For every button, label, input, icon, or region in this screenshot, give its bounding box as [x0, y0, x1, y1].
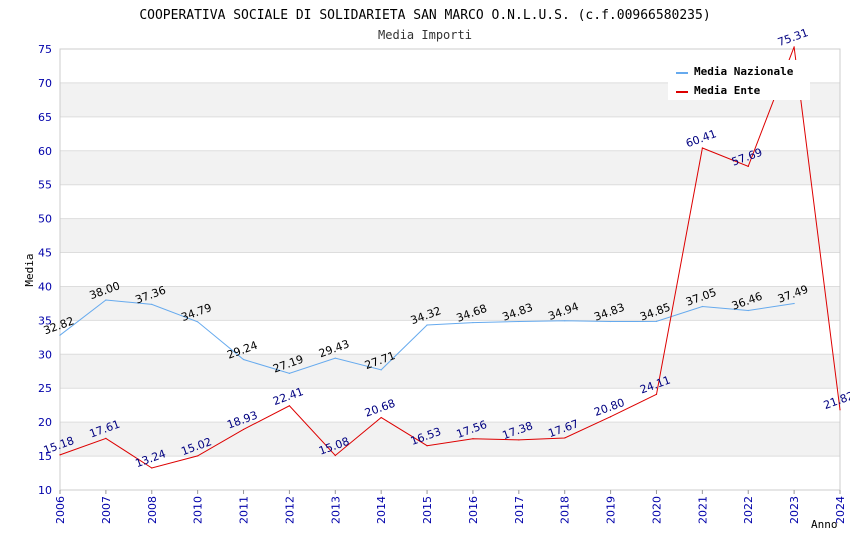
- chart-title: COOPERATIVA SOCIALE DI SOLIDARIETA SAN M…: [139, 8, 710, 23]
- grid-band: [60, 218, 840, 253]
- y-tick-label: 70: [38, 77, 52, 90]
- x-tick-label: 2019: [605, 496, 618, 524]
- x-tick-label: 2014: [375, 496, 388, 524]
- data-point: [518, 439, 520, 441]
- plot-frame: [59, 48, 841, 491]
- x-tick-label: 2008: [146, 496, 159, 524]
- y-tick-label: 25: [38, 382, 52, 395]
- series-layer: [59, 46, 841, 469]
- data-point: [793, 46, 795, 48]
- data-point: [747, 165, 749, 168]
- x-tick-label: 2016: [467, 496, 480, 524]
- x-tick-label: 2013: [329, 496, 342, 524]
- data-point: [242, 358, 245, 361]
- legend-label-media-ente: Media Ente: [694, 84, 761, 97]
- data-point: [701, 305, 703, 308]
- data-label: 20.80: [592, 396, 626, 419]
- gridlines: [60, 48, 840, 491]
- x-tick-label: 2012: [283, 496, 296, 524]
- data-point: [472, 321, 474, 324]
- y-tick-label: 30: [38, 348, 52, 361]
- data-point: [839, 409, 841, 411]
- x-tick-label: 2011: [238, 496, 251, 524]
- y-tick-label: 40: [38, 280, 52, 293]
- x-tick-label: 2022: [742, 496, 755, 524]
- data-point: [288, 372, 291, 374]
- y-tick-label: 65: [38, 111, 52, 124]
- data-point: [655, 320, 658, 323]
- x-tick-label: 2024: [834, 496, 847, 524]
- legend-label-media-nazionale: Media Nazionale: [694, 65, 794, 78]
- y-tick-label: 55: [38, 179, 52, 192]
- x-tick-label: 2021: [696, 496, 709, 524]
- data-point: [426, 445, 428, 447]
- grid-bands: [60, 82, 840, 457]
- data-point: [609, 416, 612, 418]
- y-tick-label: 15: [38, 450, 52, 463]
- data-point: [564, 437, 566, 439]
- y-tick-label: 10: [38, 484, 52, 497]
- data-label: 60.41: [684, 127, 718, 150]
- data-point: [151, 467, 153, 469]
- x-tick-label: 2017: [513, 496, 526, 524]
- data-point: [105, 299, 107, 301]
- y-axis-label: Media: [23, 253, 36, 286]
- data-point: [472, 438, 474, 440]
- x-tick-label: 2023: [788, 496, 801, 524]
- x-tick-label: 2020: [650, 496, 663, 524]
- data-point: [701, 147, 703, 149]
- series-line: [59, 46, 841, 469]
- data-label: 75.31: [776, 26, 810, 49]
- y-tick-label: 60: [38, 145, 52, 158]
- data-point: [426, 324, 428, 326]
- data-point: [518, 320, 520, 323]
- data-point: [288, 405, 291, 407]
- legend: Media Nazionale Media Ente: [668, 60, 810, 100]
- data-point: [151, 303, 153, 305]
- y-axis-ticks: 10 15 20 25 30 35 40 45 50 55 60 65 70 75: [38, 43, 52, 497]
- data-point: [242, 428, 245, 431]
- legend-box: [668, 60, 810, 100]
- x-axis-label: Anno: [811, 518, 838, 531]
- data-point: [380, 416, 382, 419]
- data-point: [197, 321, 199, 323]
- grid-band: [60, 422, 840, 457]
- x-tick-label: 2015: [421, 496, 434, 524]
- data-point: [564, 320, 566, 322]
- chart-subtitle: Media Importi: [378, 28, 472, 42]
- y-tick-label: 20: [38, 416, 52, 429]
- data-point: [59, 454, 61, 456]
- data-point: [747, 309, 749, 312]
- data-point: [380, 369, 382, 371]
- x-tick-label: 2018: [559, 496, 572, 524]
- data-point: [609, 320, 612, 323]
- y-tick-label: 45: [38, 247, 52, 260]
- grid-band: [60, 354, 840, 389]
- data-point: [105, 437, 107, 439]
- x-tick-label: 2007: [100, 496, 113, 524]
- data-point: [334, 357, 336, 359]
- data-point: [59, 334, 61, 336]
- y-tick-label: 50: [38, 213, 52, 226]
- data-point: [334, 454, 336, 457]
- y-tick-label: 75: [38, 43, 52, 56]
- x-tick-label: 2010: [192, 496, 205, 524]
- x-axis-ticks: 2006 2007 2008 2010 2011 2012 2013 2014 2015 2016…: [54, 490, 847, 524]
- x-tick-label: 2006: [54, 496, 67, 524]
- data-label: 21.82: [822, 389, 850, 412]
- data-point: [655, 393, 658, 395]
- data-point: [793, 302, 795, 305]
- grid-band: [60, 150, 840, 185]
- y-tick-label: 35: [38, 314, 52, 327]
- data-point: [197, 455, 199, 457]
- data-label: 20.68: [363, 397, 397, 420]
- grid-band: [60, 286, 840, 321]
